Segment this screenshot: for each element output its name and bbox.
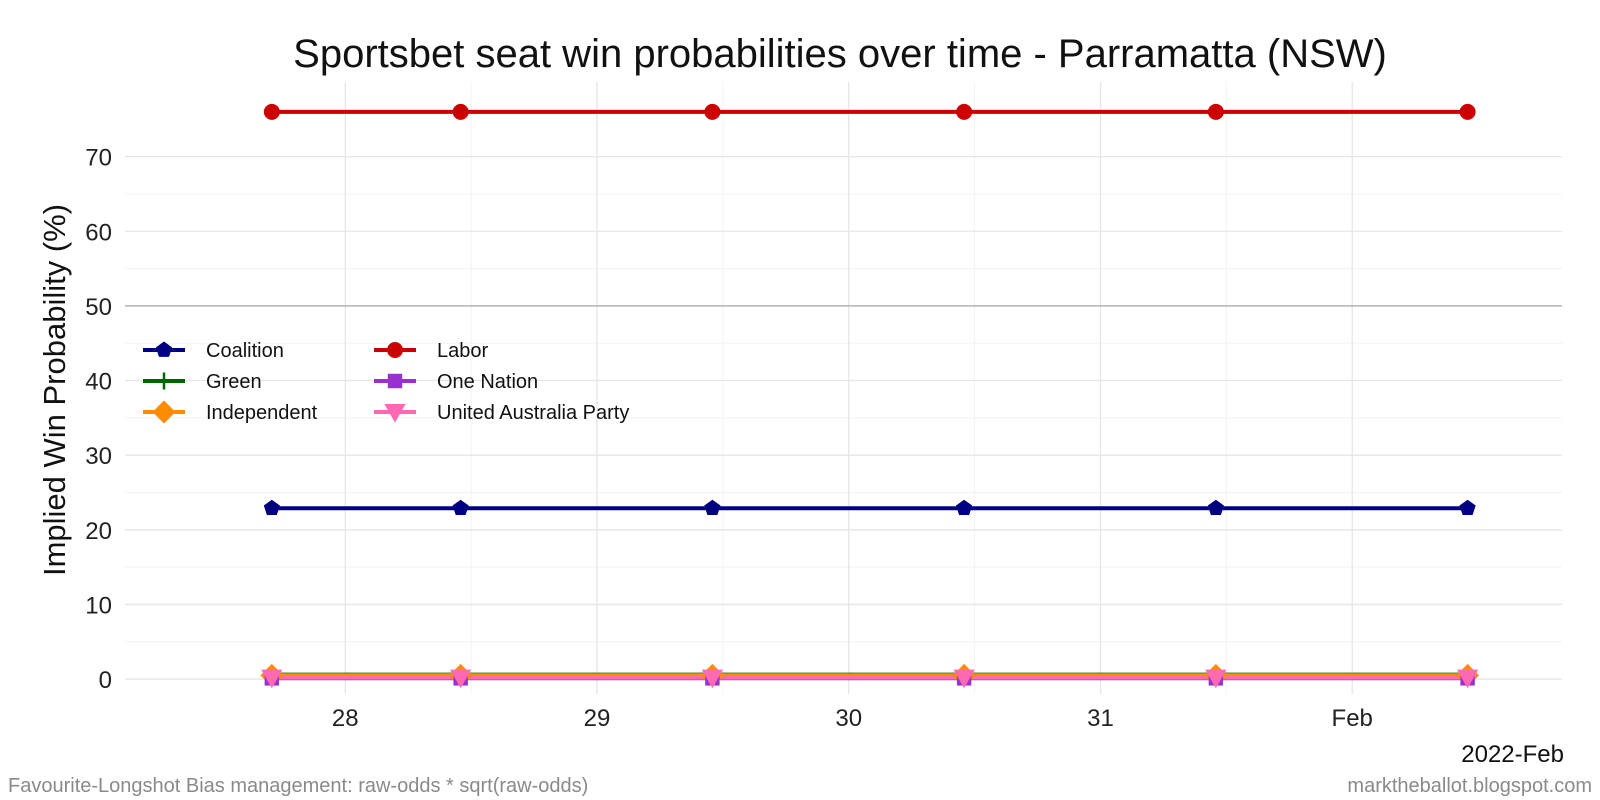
legend-label: Coalition: [206, 340, 284, 362]
series-points: [260, 103, 1480, 689]
y-tick-label: 50: [85, 294, 112, 321]
x-period-label: 2022-Feb: [1461, 741, 1564, 768]
legend-key-marker: [384, 404, 406, 423]
data-point-united-australia-party: [1205, 669, 1227, 689]
legend-key-marker: [155, 372, 173, 390]
legend-label: One Nation: [437, 371, 538, 393]
y-tick-label: 40: [85, 369, 112, 396]
chart-title: Sportsbet seat win probabilities over ti…: [293, 32, 1387, 76]
y-tick-label: 60: [85, 219, 112, 246]
x-tick-label: 29: [584, 705, 611, 732]
y-tick-label: 10: [85, 592, 112, 619]
data-point-coalition: [956, 499, 973, 515]
data-point-united-australia-party: [450, 669, 472, 689]
data-point-coalition: [1459, 499, 1476, 515]
data-point-united-australia-party: [1456, 669, 1479, 689]
y-tick-label: 20: [85, 518, 112, 545]
data-point-labor: [956, 103, 973, 120]
data-point-coalition: [704, 499, 721, 515]
x-tick-label: Feb: [1332, 705, 1373, 732]
data-point-united-australia-party: [261, 669, 283, 689]
legend-key-marker: [152, 400, 176, 424]
data-point-coalition: [1207, 499, 1224, 515]
caption-left: Favourite-Longshot Bias management: raw-…: [8, 775, 588, 797]
legend-key-marker: [387, 373, 403, 389]
legend-label: United Australia Party: [437, 402, 629, 424]
legend: Coalition Labor Green One Nation Independent…: [143, 340, 629, 424]
legend-item-one-nation: One Nation: [374, 371, 538, 393]
data-point-labor: [1207, 103, 1224, 120]
caption-right: marktheballot.blogspot.com: [1347, 775, 1592, 797]
data-point-labor: [704, 103, 721, 120]
legend-key-marker: [155, 341, 173, 357]
x-tick-label: 28: [332, 705, 359, 732]
series-lines: [271, 109, 1468, 681]
legend-item-coalition: Coalition: [143, 340, 284, 362]
legend-label: Independent: [206, 402, 318, 424]
data-point-united-australia-party: [701, 669, 724, 689]
legend-label: Labor: [437, 340, 488, 362]
data-point-coalition: [452, 499, 469, 515]
data-point-labor: [263, 103, 280, 120]
legend-item-united-australia-party: United Australia Party: [374, 402, 629, 424]
y-tick-label: 0: [99, 667, 112, 694]
x-tick-label: 31: [1087, 705, 1114, 732]
x-tick-label: 30: [835, 705, 862, 732]
y-axis-title: Implied Win Probability (%): [37, 204, 72, 576]
data-point-united-australia-party: [953, 669, 975, 689]
data-point-coalition: [263, 499, 280, 515]
legend-key-marker: [387, 342, 403, 358]
x-axis-ticks: 28 29 30 31 Feb: [332, 705, 1373, 732]
data-point-labor: [1459, 103, 1476, 120]
legend-item-independent: Independent: [143, 400, 318, 424]
grid: [125, 82, 1562, 694]
legend-item-labor: Labor: [374, 340, 488, 362]
legend-label: Green: [206, 371, 262, 393]
legend-item-green: Green: [143, 371, 262, 393]
data-point-labor: [452, 103, 469, 120]
y-axis-ticks: 0 10 20 30 40 50 60 70: [85, 145, 112, 694]
y-tick-label: 30: [85, 443, 112, 470]
y-tick-label: 70: [85, 145, 112, 172]
